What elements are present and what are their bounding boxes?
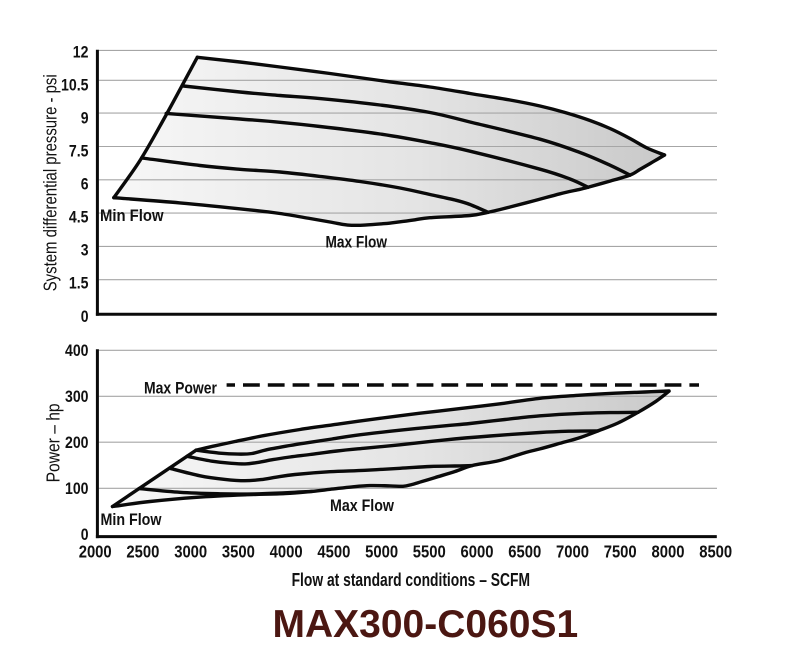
svg-text:100: 100 bbox=[65, 480, 89, 498]
svg-text:5000: 5000 bbox=[365, 541, 398, 561]
svg-text:0: 0 bbox=[81, 526, 89, 544]
svg-text:Min Flow: Min Flow bbox=[101, 510, 163, 529]
svg-text:10.5: 10.5 bbox=[61, 76, 89, 94]
svg-text:Max Power: Max Power bbox=[144, 378, 217, 397]
svg-text:Min Flow: Min Flow bbox=[100, 206, 164, 225]
svg-text:6000: 6000 bbox=[461, 541, 494, 561]
svg-text:6500: 6500 bbox=[508, 541, 541, 561]
svg-text:12: 12 bbox=[73, 43, 89, 61]
svg-text:4.5: 4.5 bbox=[69, 209, 89, 227]
svg-text:8000: 8000 bbox=[652, 541, 685, 561]
svg-text:3000: 3000 bbox=[174, 541, 207, 561]
svg-text:2500: 2500 bbox=[126, 541, 159, 561]
svg-text:400: 400 bbox=[65, 342, 89, 360]
svg-text:7000: 7000 bbox=[556, 541, 589, 561]
svg-text:8500: 8500 bbox=[699, 541, 732, 561]
svg-text:Max Flow: Max Flow bbox=[330, 496, 395, 515]
svg-text:200: 200 bbox=[65, 434, 89, 452]
svg-text:7500: 7500 bbox=[604, 541, 637, 561]
svg-text:4000: 4000 bbox=[270, 541, 303, 561]
svg-text:System differential pressure -: System differential pressure - psi bbox=[40, 74, 61, 291]
svg-text:1.5: 1.5 bbox=[69, 275, 89, 293]
svg-text:5500: 5500 bbox=[413, 541, 446, 561]
svg-text:Flow at standard conditions –: Flow at standard conditions – SCFM bbox=[292, 569, 530, 590]
svg-text:9: 9 bbox=[81, 110, 89, 128]
svg-text:300: 300 bbox=[65, 388, 89, 406]
svg-text:Max Flow: Max Flow bbox=[326, 233, 388, 252]
svg-text:7.5: 7.5 bbox=[69, 143, 89, 161]
svg-text:2000: 2000 bbox=[79, 541, 112, 561]
svg-text:3: 3 bbox=[81, 242, 89, 260]
svg-text:MAX300-C060S1: MAX300-C060S1 bbox=[273, 603, 579, 646]
svg-text:0: 0 bbox=[81, 308, 89, 326]
svg-text:Power – hp: Power – hp bbox=[43, 403, 64, 482]
svg-text:4500: 4500 bbox=[317, 541, 350, 561]
svg-text:3500: 3500 bbox=[222, 541, 255, 561]
svg-text:6: 6 bbox=[81, 176, 89, 194]
